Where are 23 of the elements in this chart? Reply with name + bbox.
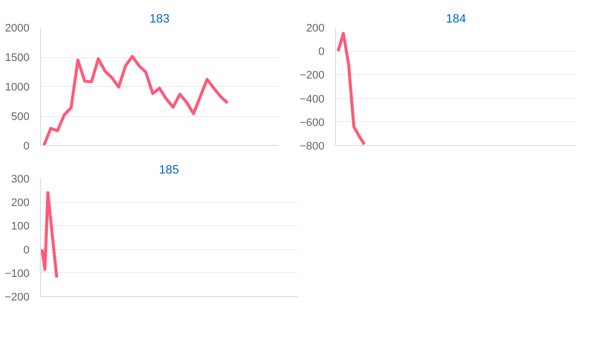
y-tick-label: 2000 [5, 22, 30, 34]
y-tick-label: −200 [300, 70, 325, 82]
y-tick-label: 500 [11, 111, 30, 123]
y-tick-label: 0 [318, 46, 325, 58]
y-tick-label: 200 [11, 197, 30, 210]
line-series [42, 54, 229, 146]
chart-title: 184 [446, 12, 466, 26]
y-tick-label: 300 [11, 174, 30, 186]
y-tick-label: −200 [4, 292, 30, 304]
y-tick-label: 0 [23, 244, 30, 256]
y-tick-label: 200 [306, 22, 325, 34]
chart-title: 183 [149, 12, 170, 26]
y-tick-label: −100 [4, 268, 30, 280]
line-series [336, 32, 366, 146]
chart-title: 185 [158, 162, 180, 176]
y-tick-label: −400 [300, 93, 325, 106]
y-tick-label: 1500 [5, 52, 30, 64]
y-tick-label: −600 [300, 116, 325, 129]
y-tick-label: −800 [300, 140, 325, 152]
line-series [40, 191, 58, 280]
y-tick-label: 0 [23, 140, 30, 152]
y-tick-label: 1000 [5, 82, 30, 94]
y-tick-label: 100 [11, 220, 30, 233]
